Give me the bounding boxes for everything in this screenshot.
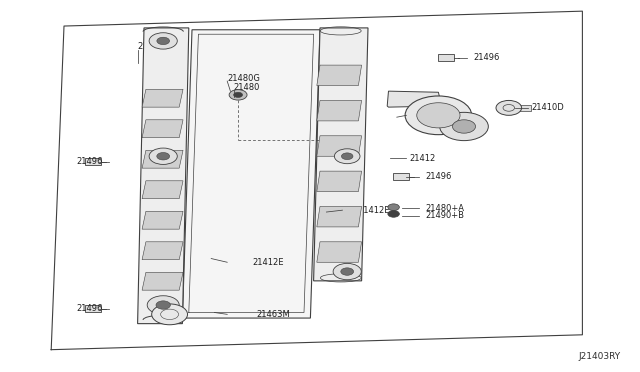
Circle shape <box>157 37 170 45</box>
Circle shape <box>147 296 179 314</box>
Polygon shape <box>142 242 183 260</box>
Text: 21400: 21400 <box>138 42 164 51</box>
Circle shape <box>405 96 472 135</box>
Text: 21410D: 21410D <box>531 103 564 112</box>
Circle shape <box>149 148 177 164</box>
Circle shape <box>452 120 476 133</box>
Text: 21480+A: 21480+A <box>426 204 465 213</box>
Text: 21412: 21412 <box>410 154 436 163</box>
Text: 21412E: 21412E <box>358 206 390 215</box>
Text: 21480: 21480 <box>234 83 260 92</box>
Text: 21463M: 21463M <box>256 310 290 319</box>
Polygon shape <box>138 28 189 324</box>
Circle shape <box>234 92 243 97</box>
Circle shape <box>496 100 522 115</box>
Text: 21512N: 21512N <box>410 111 442 120</box>
Circle shape <box>229 90 247 100</box>
Bar <box>393 173 410 180</box>
Circle shape <box>157 153 170 160</box>
Polygon shape <box>142 89 183 107</box>
Polygon shape <box>142 181 183 199</box>
Circle shape <box>440 112 488 141</box>
Bar <box>84 158 100 165</box>
Text: J21403RY: J21403RY <box>579 352 621 361</box>
Circle shape <box>152 304 188 325</box>
Polygon shape <box>317 206 362 227</box>
Bar <box>438 54 454 61</box>
Circle shape <box>342 153 353 160</box>
Bar <box>517 105 531 111</box>
Circle shape <box>388 204 399 211</box>
Circle shape <box>156 301 170 309</box>
Polygon shape <box>387 91 442 107</box>
Polygon shape <box>182 30 320 318</box>
Polygon shape <box>314 28 368 281</box>
Text: 21490+B: 21490+B <box>426 211 465 220</box>
Circle shape <box>388 211 399 217</box>
Polygon shape <box>317 242 362 262</box>
Text: 21412E: 21412E <box>253 258 284 267</box>
Circle shape <box>149 33 177 49</box>
Polygon shape <box>142 211 183 229</box>
Circle shape <box>340 268 353 275</box>
Text: 21496: 21496 <box>76 157 102 166</box>
Polygon shape <box>142 120 183 138</box>
Text: 21496: 21496 <box>76 304 102 313</box>
Bar <box>84 305 100 312</box>
Text: 21496: 21496 <box>426 172 452 181</box>
Text: 21496: 21496 <box>474 53 500 62</box>
Polygon shape <box>142 272 183 290</box>
Text: 21480G: 21480G <box>227 74 260 83</box>
Circle shape <box>333 263 361 280</box>
Polygon shape <box>317 171 362 192</box>
Polygon shape <box>317 100 362 121</box>
Circle shape <box>417 103 460 128</box>
Polygon shape <box>317 136 362 156</box>
Polygon shape <box>142 150 183 168</box>
Circle shape <box>334 149 360 164</box>
Polygon shape <box>317 65 362 86</box>
